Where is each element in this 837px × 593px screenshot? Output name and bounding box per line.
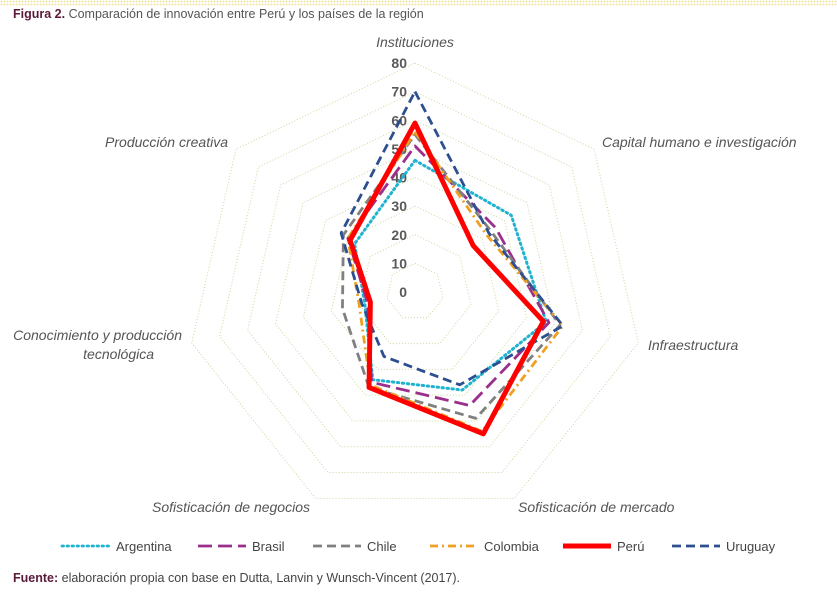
series-chile-line <box>341 133 562 420</box>
axis-label: Instituciones <box>376 34 454 50</box>
series-perú-line <box>347 120 546 437</box>
source-text: elaboración propia con base en Dutta, La… <box>61 571 461 585</box>
decorative-banner <box>0 0 837 6</box>
axis-label: Infraestructura <box>648 337 738 353</box>
legend-label: Brasil <box>252 539 285 554</box>
grid-ring <box>302 176 528 396</box>
tick-label: 70 <box>391 84 407 100</box>
tick-label: 30 <box>391 198 407 214</box>
figure-title: Figura 2. Comparación de innovación entr… <box>13 7 424 21</box>
legend-label: Argentina <box>116 539 172 554</box>
axis-label: Sofisticación de negocios <box>152 499 310 515</box>
tick-label: 10 <box>391 255 407 271</box>
legend-label: Colombia <box>484 539 540 554</box>
source-label: Fuente: <box>13 571 59 585</box>
series-argentina-line <box>353 158 548 392</box>
tick-label: 80 <box>391 55 407 71</box>
grid-ring <box>191 62 639 499</box>
tick-label: 0 <box>399 284 407 300</box>
grid-ring <box>386 262 444 319</box>
grid-ring <box>358 234 472 345</box>
axis-label: Sofisticación de mercado <box>518 499 675 515</box>
figure-source: Fuente: elaboración propia con base en D… <box>13 571 460 585</box>
legend-label: Perú <box>617 539 644 554</box>
legend-label: Chile <box>367 539 397 554</box>
axis-label: Conocimiento y producción tecnológica <box>13 327 182 362</box>
figure-label: Figura 2. <box>13 7 66 21</box>
series-brasil-line <box>346 144 551 407</box>
axis-label: Capital humano e investigación <box>602 134 797 150</box>
grid-ring <box>219 91 611 474</box>
figure-title-text: Comparación de innovación entre Perú y l… <box>68 7 424 21</box>
series-colombia-line <box>346 130 565 433</box>
legend-label: Uruguay <box>726 539 776 554</box>
axis-label: Producción creativa <box>105 134 228 150</box>
tick-label: 20 <box>391 227 407 243</box>
series-uruguay-line <box>339 90 565 387</box>
grid-ring <box>274 148 556 422</box>
